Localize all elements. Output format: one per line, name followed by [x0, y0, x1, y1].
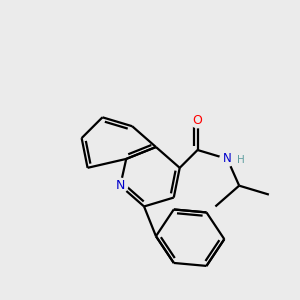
Circle shape — [220, 152, 235, 166]
Text: O: O — [193, 114, 202, 127]
Circle shape — [190, 113, 205, 128]
Text: N: N — [223, 152, 232, 165]
Text: N: N — [116, 179, 125, 192]
Text: H: H — [237, 155, 244, 165]
Circle shape — [113, 178, 128, 193]
